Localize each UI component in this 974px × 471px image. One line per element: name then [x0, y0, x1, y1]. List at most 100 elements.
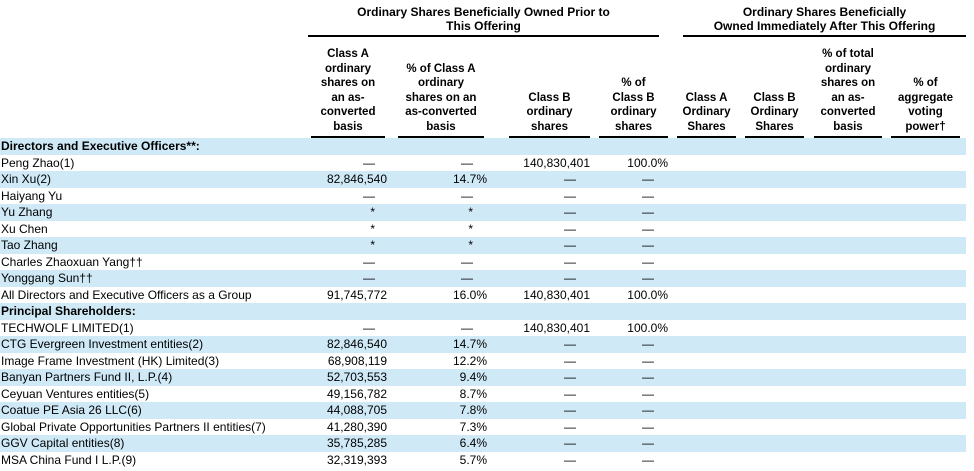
cell-class-b-after — [737, 270, 805, 287]
cell-class-b-prior: — — [564, 205, 576, 219]
cell-class-a-after — [669, 336, 737, 353]
group-header-prior-offering: Ordinary Shares Beneficially Owned Prior… — [300, 0, 669, 37]
cell-pct-total-after — [805, 452, 882, 469]
cell-pct-voting-after — [882, 188, 960, 205]
col-header-class-a-prior: Class A ordinary shares on an as- conver… — [300, 37, 390, 138]
row-pad — [960, 138, 966, 155]
cell-pct-voting-after — [882, 254, 960, 271]
col-header-pct-total-after: % of total ordinary shares on an as- con… — [805, 37, 882, 138]
cell-class-b-prior: — — [564, 238, 576, 252]
cell-pct-total-after — [805, 435, 882, 452]
row-name: GGV Capital entities(8) — [1, 436, 125, 450]
cell-pct-class-a-prior: 7.3% — [459, 419, 487, 434]
shareholder-row: Yonggang Sun†† — — — — — [0, 270, 967, 287]
cell-class-a-after — [669, 369, 737, 386]
group-title-after-offering: Ordinary Shares Beneficially Owned Immed… — [713, 5, 936, 33]
row-name: Haiyang Yu — [1, 188, 63, 203]
cell-pct-class-a-prior: 14.7% — [452, 337, 487, 351]
row-name: Tao Zhang — [1, 238, 58, 252]
col-header-class-a-after: Class A Ordinary Shares — [669, 37, 737, 138]
cell-class-b-after — [737, 303, 805, 320]
cell-pct-class-b-prior: 100.0% — [627, 320, 668, 335]
shareholder-row: Yu Zhang * * — — — [0, 204, 967, 221]
cell-class-b-prior — [488, 138, 591, 155]
row-name: Xu Chen — [1, 221, 48, 236]
shareholder-row: Xu Chen * * — — — [0, 221, 966, 238]
row-pad — [960, 386, 966, 403]
column-header-row: Class A ordinary shares on an as- conver… — [0, 37, 966, 138]
cell-pct-total-after — [805, 303, 882, 320]
cell-pct-class-b-prior: — — [642, 254, 654, 269]
cell-pct-class-b-prior: — — [642, 419, 654, 434]
cell-pct-voting-after — [882, 386, 960, 403]
row-pad — [960, 353, 966, 370]
cell-class-a-after — [669, 353, 737, 370]
cell-pct-class-a-prior: — — [461, 254, 473, 269]
row-name: Directors and Executive Officers**: — [1, 139, 200, 153]
cell-class-a-prior: 52,703,553 — [326, 370, 387, 384]
cell-pct-class-a-prior: — — [461, 271, 473, 285]
cell-pct-class-b-prior: — — [642, 353, 654, 368]
row-pad — [960, 452, 966, 469]
shareholder-row: Xin Xu(2) 82,846,540 14.7% — — — [0, 171, 967, 188]
row-name: Coatue PE Asia 26 LLC(6) — [1, 403, 142, 417]
cell-pct-voting-after — [882, 270, 960, 287]
cell-class-b-after — [737, 221, 805, 238]
table-header: Ordinary Shares Beneficially Owned Prior… — [0, 0, 967, 138]
row-pad — [960, 254, 966, 271]
cell-pct-voting-after — [882, 419, 960, 436]
cell-pct-voting-after — [882, 369, 960, 386]
cell-class-b-after — [737, 188, 805, 205]
cell-class-b-prior: — — [564, 353, 576, 368]
cell-class-a-after — [669, 254, 737, 271]
cell-class-a-after — [669, 452, 737, 469]
col-header-pct-class-a-prior: % of Class A ordinary shares on an as-co… — [390, 37, 488, 138]
cell-class-b-after — [737, 138, 805, 155]
row-name: Yu Zhang — [1, 205, 53, 219]
cell-pct-total-after — [805, 353, 882, 370]
cell-class-a-prior: * — [370, 238, 375, 252]
cell-class-a-prior: 68,908,119 — [327, 353, 387, 368]
cell-class-b-prior — [488, 303, 591, 320]
shareholder-row: Global Private Opportunities Partners II… — [0, 419, 966, 436]
cell-class-a-prior: 41,280,390 — [326, 419, 387, 434]
cell-pct-total-after — [805, 171, 882, 188]
row-pad — [960, 419, 966, 436]
cell-pct-class-a-prior — [390, 303, 488, 320]
cell-class-a-prior: 35,785,285 — [326, 436, 387, 450]
row-pad — [960, 270, 966, 287]
row-pad — [960, 402, 966, 419]
cell-class-a-prior: — — [363, 188, 375, 203]
cell-class-a-prior: 44,088,705 — [326, 403, 387, 417]
row-name: Global Private Opportunities Partners II… — [1, 419, 266, 434]
cell-class-a-after — [669, 237, 737, 254]
cell-pct-class-a-prior: * — [468, 205, 473, 219]
row-pad — [960, 237, 966, 254]
cell-pct-class-a-prior: 5.7% — [459, 452, 487, 467]
cell-class-b-after — [737, 237, 805, 254]
cell-pct-total-after — [805, 270, 882, 287]
cell-pct-voting-after — [882, 221, 960, 238]
row-pad — [960, 155, 966, 172]
table-body: Directors and Executive Officers**: Peng … — [0, 138, 967, 469]
cell-class-b-prior: — — [564, 452, 576, 467]
row-name: Yonggang Sun†† — [1, 271, 93, 285]
cell-class-a-after — [669, 270, 737, 287]
cell-pct-class-b-prior: — — [642, 205, 654, 219]
cell-pct-class-a-prior — [390, 138, 488, 155]
cell-pct-voting-after — [882, 287, 960, 304]
cell-class-a-prior: * — [370, 205, 375, 219]
row-name: Image Frame Investment (HK) Limited(3) — [1, 353, 220, 368]
row-pad — [960, 303, 966, 320]
cell-pct-voting-after — [882, 435, 960, 452]
cell-pct-class-a-prior: 6.4% — [459, 436, 487, 450]
cell-class-b-prior: — — [564, 370, 576, 384]
row-name: MSA China Fund I L.P.(9) — [1, 452, 137, 467]
cell-pct-total-after — [805, 320, 882, 337]
shareholder-row: Banyan Partners Fund II, L.P.(4) 52,703,5… — [0, 369, 967, 386]
row-pad — [960, 287, 966, 304]
cell-class-a-prior: 82,846,540 — [326, 337, 387, 351]
shareholder-row: Tao Zhang * * — — — [0, 237, 967, 254]
cell-class-b-after — [737, 155, 805, 172]
name-column-spacer — [0, 37, 300, 138]
